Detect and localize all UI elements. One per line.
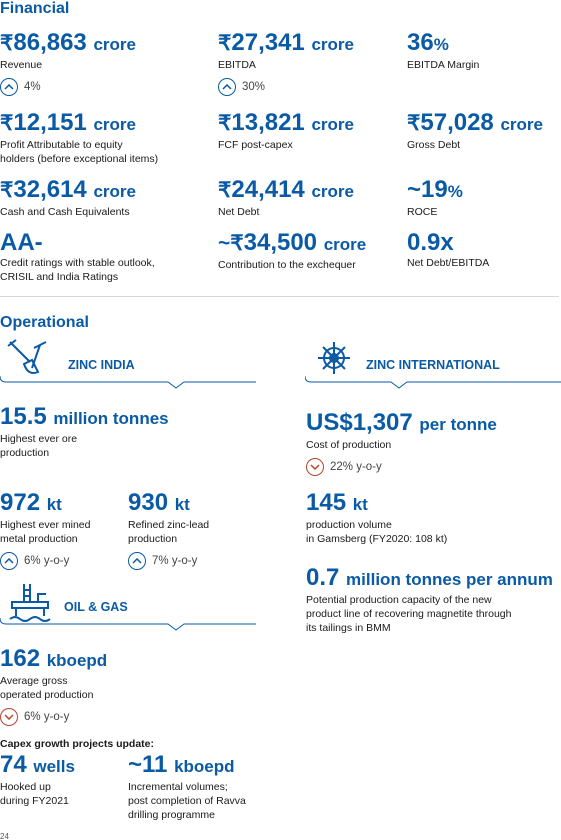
metric-label: Revenue: [0, 59, 43, 71]
change-indicator: 22% y-o-y: [306, 458, 497, 476]
capex-title: Capex growth projects update:: [0, 738, 155, 750]
operational-title: Operational: [0, 314, 89, 331]
chevron-up-icon: [0, 78, 18, 96]
change-indicator: 7% y-o-y: [128, 552, 209, 570]
metric-label: EBITDA: [218, 59, 256, 71]
zinc-india-header: [6, 338, 54, 383]
metric-credit-rating: AA- Credit ratings with stable outlook, …: [0, 229, 155, 284]
metric-revenue: ₹86,863 crore Revenue 4%: [0, 30, 136, 96]
page-number: 24: [0, 832, 9, 840]
metric-exchequer: ~₹34,500 crore Contribution to the exche…: [218, 229, 367, 272]
section-divider: [0, 296, 559, 297]
metric-profit: ₹12,151 crore Profit Attributable to equ…: [0, 109, 159, 166]
chevron-down-icon: [306, 458, 324, 476]
zinc-india-label: ZINC INDIA: [68, 358, 135, 372]
zinc-international-label: ZINC INTERNATIONAL: [366, 358, 500, 372]
capex-wells: 74 wells Hooked up during FY2021: [0, 751, 75, 808]
metric-fcf: ₹13,821 crore FCF post-capex: [218, 109, 354, 152]
change-indicator: 6% y-o-y: [0, 552, 90, 570]
metric-label: EBITDA Margin: [407, 59, 480, 71]
change-indicator: 4%: [0, 78, 136, 96]
metric-gross-debt: ₹57,028 crore Gross Debt: [407, 109, 543, 152]
zinc-india-underline: [0, 376, 256, 389]
metric-cash: ₹32,614 crore Cash and Cash Equivalents: [0, 176, 136, 219]
zinc-intl-gamsberg: 145 kt production volume in Gamsberg (FY…: [306, 489, 448, 546]
change-indicator: 30%: [218, 78, 354, 96]
metric-ebitda: ₹27,341 crore EBITDA 30%: [218, 30, 354, 96]
zinc-international-header: [312, 338, 356, 383]
oil-gas-label: OIL & GAS: [64, 600, 128, 614]
oil-gas-header: [8, 582, 52, 629]
change-indicator: 6% y-o-y: [0, 708, 107, 726]
ship-wheel-icon: [318, 342, 350, 374]
zinc-india-refined: 930 kt Refined zinc-lead production 7% y…: [128, 490, 209, 570]
oil-rig-icon: [9, 584, 51, 622]
zinc-intl-cost: US$1,307 per tonne Cost of production 22…: [306, 410, 497, 476]
zinc-india-mined: 972 kt Highest ever mined metal producti…: [0, 490, 90, 570]
mining-tools-icon: [7, 339, 47, 374]
capex-incremental: ~11 kboepd Incremental volumes; post com…: [128, 751, 246, 822]
financial-title: Financial: [0, 0, 70, 17]
chevron-up-icon: [218, 78, 236, 96]
metric-net-debt-ebitda: 0.9x Net Debt/EBITDA: [407, 229, 490, 270]
chevron-down-icon: [0, 708, 18, 726]
oil-gas-production: 162 kboepd Average gross operated produc…: [0, 646, 107, 726]
chevron-up-icon: [0, 552, 18, 570]
metric-ebitda-margin: 36% EBITDA Margin: [407, 29, 480, 72]
zinc-intl-magnetite: 0.7 million tonnes per annum Potential p…: [306, 564, 553, 635]
zinc-india-ore: 15.5 million tonnes Highest ever ore pro…: [0, 403, 169, 460]
oil-gas-underline: [0, 618, 256, 631]
metric-net-debt: ₹24,414 crore Net Debt: [218, 176, 354, 219]
chevron-up-icon: [128, 552, 146, 570]
metric-roce: ~19% ROCE: [407, 176, 463, 219]
zinc-international-underline: [305, 376, 561, 389]
